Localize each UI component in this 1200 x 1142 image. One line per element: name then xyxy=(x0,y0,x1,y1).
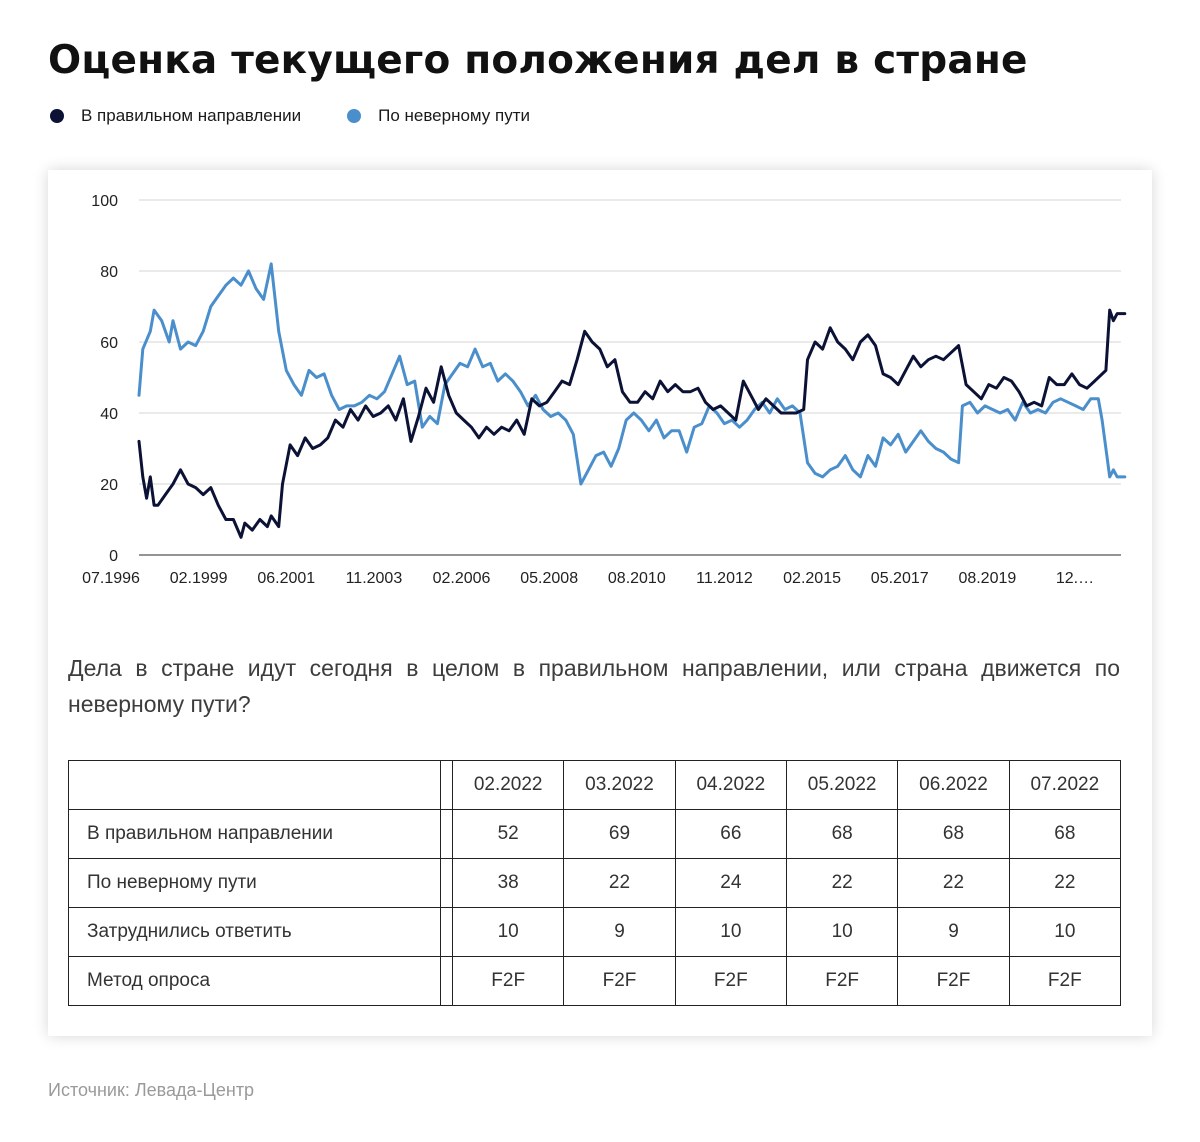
table-cell: 68 xyxy=(1008,809,1122,859)
table-gap-cell xyxy=(440,858,453,908)
x-tick-label: 11.2012 xyxy=(696,570,753,587)
x-tick-label: 02.1999 xyxy=(170,570,228,587)
column-header: 02.2022 xyxy=(451,760,565,810)
legend-label: По неверному пути xyxy=(378,106,531,125)
y-tick-label: 40 xyxy=(100,406,118,423)
table-gap-cell xyxy=(440,907,453,957)
table-corner-cell xyxy=(68,760,441,810)
table-cell: 22 xyxy=(897,858,1010,908)
x-tick-label: 07.1996 xyxy=(82,570,140,587)
table-cell: 24 xyxy=(674,858,787,908)
series-line-right-direction xyxy=(137,308,1127,539)
table-cell: 22 xyxy=(563,858,676,908)
table-cell: 66 xyxy=(674,809,787,859)
table-cell: 10 xyxy=(451,907,565,957)
column-header: 06.2022 xyxy=(897,760,1010,810)
table-cell: 9 xyxy=(563,907,676,957)
table-gap-cell xyxy=(440,809,453,859)
series-line-wrong-path xyxy=(137,262,1127,486)
x-tick-label: 12.… xyxy=(1056,570,1094,587)
x-tick-label: 05.2008 xyxy=(520,570,578,587)
x-tick-label: 11.2003 xyxy=(346,570,403,587)
table-cell: 9 xyxy=(897,907,1010,957)
table-cell: 10 xyxy=(1008,907,1122,957)
table-cell: F2F xyxy=(451,956,565,1006)
row-label: Метод опроса xyxy=(68,956,441,1006)
source-note: Источник: Левада-Центр xyxy=(48,1080,255,1100)
table-header-row: 02.2022 03.2022 04.2022 05.2022 06.2022 … xyxy=(68,760,1122,810)
table-row: В правильном направлении 52 69 66 68 68 … xyxy=(68,809,1122,859)
table-cell: 69 xyxy=(563,809,676,859)
table-cell: 22 xyxy=(1008,858,1122,908)
legend-item-right-direction: В правильном направлении xyxy=(50,106,301,126)
x-tick-label: 08.2019 xyxy=(958,570,1016,587)
legend-item-wrong-path: По неверному пути xyxy=(347,106,530,126)
table-row: Метод опроса F2F F2F F2F F2F F2F F2F xyxy=(68,956,1122,1006)
column-header: 05.2022 xyxy=(785,760,899,810)
legend-dot-icon xyxy=(347,109,362,123)
table-cell: 10 xyxy=(674,907,787,957)
table-cell: 52 xyxy=(451,809,565,859)
y-tick-label: 0 xyxy=(109,548,118,565)
column-header: 04.2022 xyxy=(674,760,787,810)
legend-dot-icon xyxy=(50,109,64,123)
row-label: В правильном направлении xyxy=(68,809,441,859)
table-row: По неверному пути 38 22 24 22 22 22 xyxy=(68,858,1122,908)
x-tick-label: 02.2015 xyxy=(783,570,841,587)
line-chart: 0 20 40 60 80 100 07.1996 02.1999 06.2001 11.2003… xyxy=(82,193,1127,587)
table-cell: 38 xyxy=(451,858,565,908)
table-cell: 10 xyxy=(785,907,899,957)
table-gap-cell xyxy=(440,760,453,810)
table-cell: F2F xyxy=(563,956,676,1006)
y-tick-label: 100 xyxy=(91,193,118,210)
column-header: 03.2022 xyxy=(563,760,676,810)
x-tick-label: 08.2010 xyxy=(608,570,666,587)
chart-card: 0 20 40 60 80 100 07.1996 02.1999 06.2001 11.2003… xyxy=(48,170,1152,1036)
table-cell: F2F xyxy=(785,956,899,1006)
table-row: Затруднились ответить 10 9 10 10 9 10 xyxy=(68,907,1122,957)
y-tick-label: 60 xyxy=(100,335,118,352)
table-cell: F2F xyxy=(1008,956,1122,1006)
row-label: По неверному пути xyxy=(68,858,441,908)
x-tick-label: 06.2001 xyxy=(257,570,315,587)
table-cell: 22 xyxy=(785,858,899,908)
row-label: Затруднились ответить xyxy=(68,907,441,957)
table-cell: 68 xyxy=(785,809,899,859)
page-title: Оценка текущего положения дел в стране xyxy=(48,38,1028,83)
column-header: 07.2022 xyxy=(1008,760,1122,810)
legend-label: В правильном направлении xyxy=(81,106,302,125)
table-cell: F2F xyxy=(897,956,1010,1006)
chart-legend: В правильном направлении По неверному пу… xyxy=(50,106,576,126)
y-tick-label: 80 xyxy=(100,264,118,281)
x-tick-label: 05.2017 xyxy=(871,570,929,587)
survey-question: Дела в стране идут сегодня в целом в пра… xyxy=(68,655,1120,717)
y-tick-label: 20 xyxy=(100,477,118,494)
table-gap-cell xyxy=(440,956,453,1006)
results-table: 02.2022 03.2022 04.2022 05.2022 06.2022 … xyxy=(68,760,1122,1006)
table-cell: F2F xyxy=(674,956,787,1006)
x-tick-label: 02.2006 xyxy=(433,570,491,587)
table-cell: 68 xyxy=(897,809,1010,859)
